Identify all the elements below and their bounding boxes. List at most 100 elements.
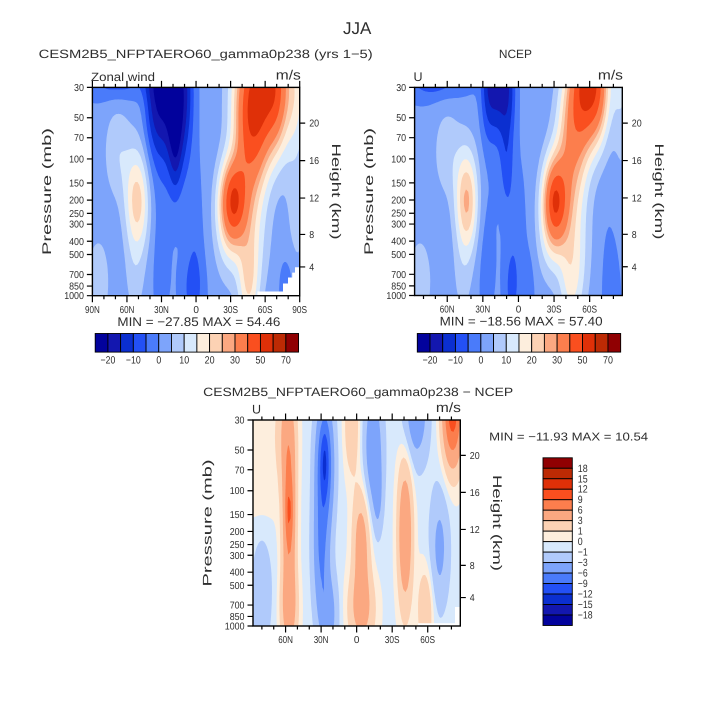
- svg-text:250: 250: [69, 209, 84, 220]
- svg-text:8: 8: [309, 230, 314, 241]
- svg-text:Height (km): Height (km): [329, 144, 343, 240]
- svg-text:16: 16: [470, 488, 480, 499]
- svg-text:1: 1: [578, 526, 583, 538]
- svg-text:90N: 90N: [85, 305, 100, 316]
- svg-text:20: 20: [527, 355, 537, 367]
- svg-text:50: 50: [255, 355, 265, 367]
- svg-text:m/s: m/s: [276, 68, 301, 83]
- svg-text:500: 500: [391, 250, 406, 261]
- svg-text:CESM2B5_NFPTAERO60_gamma0p238: CESM2B5_NFPTAERO60_gamma0p238 (yrs 1−5): [39, 47, 373, 61]
- svg-text:Pressure (mb): Pressure (mb): [40, 128, 54, 255]
- svg-text:−20: −20: [101, 355, 116, 367]
- svg-text:4: 4: [632, 262, 637, 273]
- svg-text:6: 6: [578, 505, 583, 517]
- svg-text:50: 50: [235, 446, 245, 457]
- svg-text:250: 250: [230, 540, 245, 551]
- svg-text:0: 0: [578, 536, 583, 548]
- svg-text:Zonal wind: Zonal wind: [91, 70, 155, 84]
- svg-text:150: 150: [391, 178, 406, 189]
- svg-text:−15: −15: [578, 599, 593, 611]
- svg-text:1000: 1000: [225, 622, 245, 633]
- svg-text:700: 700: [391, 270, 406, 281]
- svg-text:MIN = −18.56 MAX = 57.40: MIN = −18.56 MAX = 57.40: [440, 315, 603, 329]
- svg-text:30: 30: [235, 416, 245, 427]
- svg-text:400: 400: [230, 568, 245, 579]
- svg-text:70: 70: [281, 355, 291, 367]
- svg-text:12: 12: [578, 484, 588, 496]
- svg-text:NCEP: NCEP: [499, 47, 532, 61]
- svg-text:16: 16: [309, 156, 319, 167]
- svg-text:50: 50: [396, 113, 406, 124]
- svg-text:0: 0: [156, 355, 161, 367]
- svg-text:700: 700: [69, 270, 84, 281]
- svg-text:U: U: [414, 70, 423, 84]
- svg-text:100: 100: [391, 154, 406, 165]
- svg-text:60S: 60S: [258, 305, 273, 316]
- svg-text:10: 10: [501, 355, 511, 367]
- svg-text:4: 4: [470, 593, 475, 604]
- svg-text:60N: 60N: [278, 635, 293, 646]
- svg-text:850: 850: [391, 281, 406, 292]
- svg-text:60S: 60S: [420, 635, 435, 646]
- svg-text:500: 500: [69, 250, 84, 261]
- svg-text:50: 50: [578, 355, 588, 367]
- svg-text:70: 70: [235, 465, 245, 476]
- svg-text:300: 300: [230, 551, 245, 562]
- svg-text:30S: 30S: [385, 635, 400, 646]
- svg-text:20: 20: [632, 119, 642, 130]
- svg-text:100: 100: [69, 154, 84, 165]
- svg-text:Height (km): Height (km): [652, 143, 666, 239]
- svg-text:150: 150: [69, 179, 84, 190]
- svg-text:JJA: JJA: [343, 19, 372, 38]
- svg-text:90S: 90S: [292, 305, 307, 316]
- svg-text:30: 30: [230, 355, 240, 367]
- svg-text:30: 30: [396, 83, 406, 94]
- svg-text:1000: 1000: [64, 291, 84, 302]
- svg-text:60N: 60N: [120, 305, 135, 316]
- svg-text:20: 20: [205, 355, 215, 367]
- svg-text:9: 9: [578, 494, 583, 506]
- svg-text:60N: 60N: [440, 305, 455, 316]
- svg-text:0: 0: [478, 355, 483, 367]
- svg-text:150: 150: [230, 510, 245, 521]
- svg-text:−10: −10: [126, 355, 141, 367]
- svg-text:m/s: m/s: [436, 400, 461, 415]
- svg-text:12: 12: [470, 525, 480, 536]
- svg-text:70: 70: [396, 133, 406, 144]
- svg-text:0: 0: [516, 305, 522, 316]
- svg-text:200: 200: [69, 196, 84, 207]
- svg-text:Height (km): Height (km): [490, 475, 504, 571]
- svg-text:30S: 30S: [223, 305, 238, 316]
- svg-text:500: 500: [230, 581, 245, 592]
- svg-text:30S: 30S: [547, 305, 562, 316]
- svg-text:60S: 60S: [582, 305, 597, 316]
- svg-text:16: 16: [632, 156, 642, 167]
- svg-text:12: 12: [309, 194, 319, 205]
- svg-text:Pressure (mb): Pressure (mb): [362, 128, 376, 255]
- svg-text:30: 30: [74, 83, 84, 94]
- svg-text:30: 30: [552, 355, 562, 367]
- svg-text:Pressure (mb): Pressure (mb): [201, 460, 215, 587]
- svg-text:−9: −9: [578, 578, 588, 590]
- svg-text:300: 300: [391, 220, 406, 231]
- svg-text:300: 300: [69, 220, 84, 231]
- svg-text:400: 400: [391, 237, 406, 248]
- svg-text:1000: 1000: [386, 291, 406, 302]
- svg-text:700: 700: [230, 601, 245, 612]
- svg-text:30N: 30N: [154, 305, 169, 316]
- svg-text:200: 200: [391, 196, 406, 207]
- svg-text:−20: −20: [423, 355, 438, 367]
- svg-text:U: U: [252, 402, 261, 416]
- svg-text:8: 8: [470, 561, 475, 572]
- svg-text:850: 850: [230, 612, 245, 623]
- svg-text:0: 0: [354, 635, 360, 646]
- svg-text:MIN = −27.85 MAX = 54.46: MIN = −27.85 MAX = 54.46: [117, 315, 280, 329]
- svg-text:50: 50: [74, 113, 84, 124]
- svg-text:−18: −18: [578, 610, 593, 622]
- svg-text:400: 400: [69, 237, 84, 248]
- svg-text:−3: −3: [578, 557, 588, 569]
- svg-text:−6: −6: [578, 568, 588, 580]
- svg-text:20: 20: [470, 451, 480, 462]
- svg-text:−10: −10: [448, 355, 463, 367]
- svg-text:−1: −1: [578, 547, 588, 559]
